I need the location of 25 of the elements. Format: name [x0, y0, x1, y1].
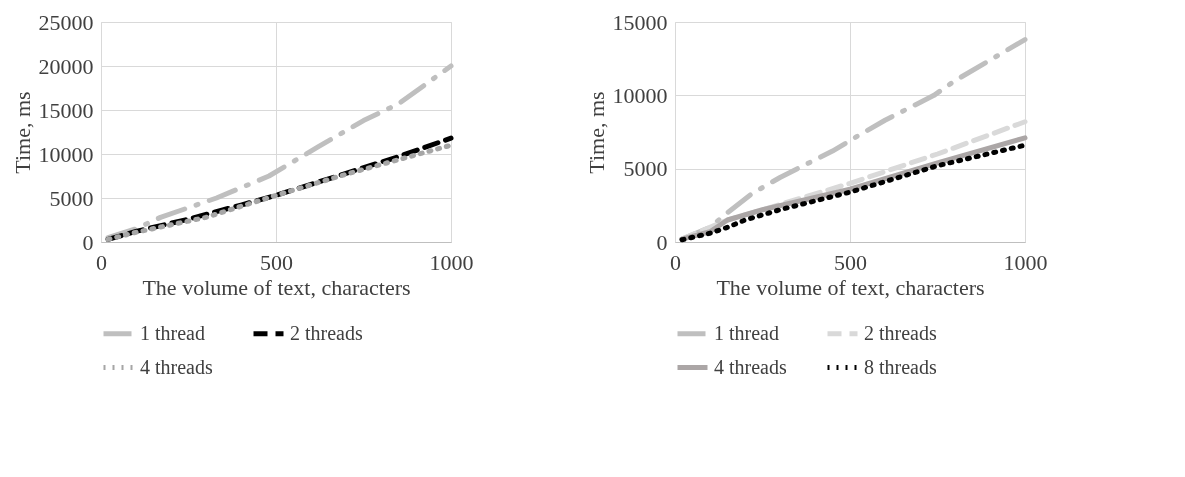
x-axis-title: The volume of text, characters — [716, 274, 985, 300]
y-tick-label: 15000 — [612, 9, 668, 35]
y-tick-label: 15000 — [38, 97, 94, 123]
y-tick-label: 5000 — [49, 185, 94, 211]
x-tick-label: 1000 — [429, 249, 474, 275]
legend-label: 4 threads — [714, 355, 787, 378]
y-tick-label: 10000 — [612, 82, 668, 108]
x-tick-label: 500 — [834, 249, 867, 275]
legend-label: 8 threads — [864, 355, 937, 378]
y-axis-title: Time, ms — [583, 91, 609, 174]
legend-label: 1 thread — [714, 321, 779, 344]
legend-label: 4 threads — [140, 355, 213, 378]
legend-label: 2 threads — [290, 321, 363, 344]
x-tick-label: 1000 — [1003, 249, 1048, 275]
y-tick-label: 20000 — [38, 53, 94, 79]
legend-label: 2 threads — [864, 321, 937, 344]
x-axis-title: The volume of text, characters — [142, 274, 411, 300]
y-axis-title: Time, ms — [9, 91, 35, 174]
legend-label: 1 thread — [140, 321, 205, 344]
y-tick-label: 5000 — [623, 156, 668, 182]
y-tick-label: 0 — [82, 229, 94, 255]
y-tick-label: 25000 — [38, 9, 94, 35]
x-tick-label: 500 — [260, 249, 293, 275]
y-tick-label: 0 — [656, 229, 668, 255]
y-tick-label: 10000 — [38, 141, 94, 167]
